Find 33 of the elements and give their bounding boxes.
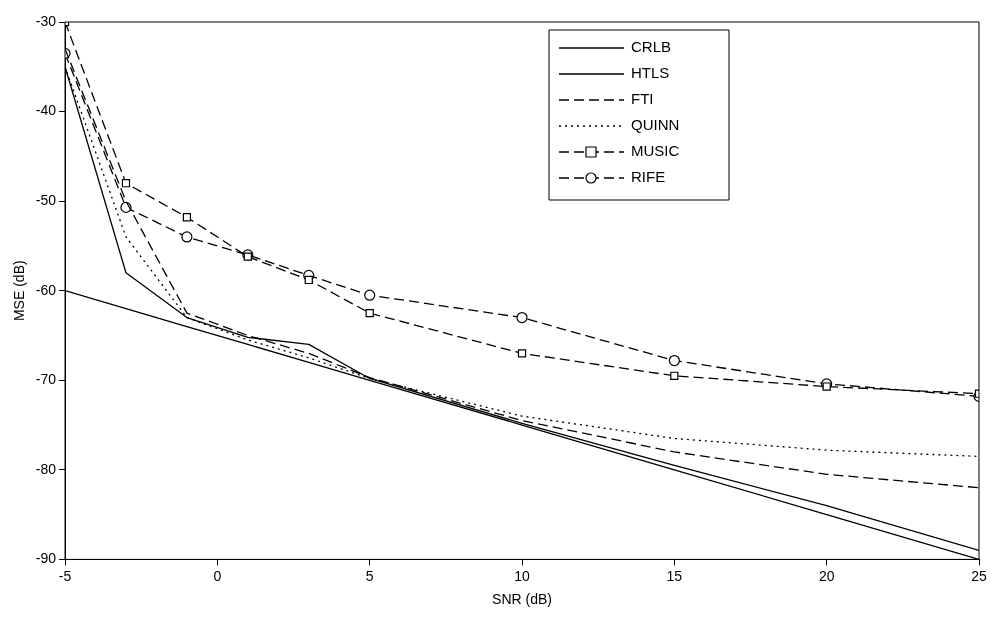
x-tick-label: 0 xyxy=(213,567,222,584)
point xyxy=(364,289,376,301)
legend-label: FTI xyxy=(631,90,654,108)
point xyxy=(668,354,680,367)
y-tick-label: -40 xyxy=(35,102,57,119)
y-axis-title: MSE (dB) xyxy=(11,260,28,322)
y-tick-label: -90 xyxy=(35,550,57,567)
legend-label: HTLS xyxy=(631,64,670,82)
x-tick-label: 10 xyxy=(514,567,531,584)
point xyxy=(517,349,527,358)
x-axis-title: SNR (dB) xyxy=(492,591,552,608)
point xyxy=(822,382,831,391)
legend-label: RIFE xyxy=(631,168,666,186)
legend-label: QUINN xyxy=(631,116,680,134)
y-tick-label: -50 xyxy=(35,191,57,208)
x-tick-label: 5 xyxy=(365,567,374,584)
point xyxy=(516,311,528,324)
legend-label: MUSIC xyxy=(631,142,680,160)
y-tick-label: -70 xyxy=(35,371,57,388)
point xyxy=(181,231,193,243)
x-tick-label: -5 xyxy=(58,567,72,584)
point xyxy=(365,308,374,318)
legend-label: CRLB xyxy=(631,38,672,56)
point xyxy=(182,213,192,222)
x-tick-label: 20 xyxy=(818,567,835,584)
y-tick-label: -60 xyxy=(35,281,57,298)
point xyxy=(304,275,313,285)
y-tick-label: -80 xyxy=(35,460,57,477)
x-tick-label: 25 xyxy=(971,567,987,584)
point xyxy=(121,179,131,188)
y-tick-label: -30 xyxy=(35,12,57,29)
x-tick-label: 15 xyxy=(666,567,683,584)
point xyxy=(670,371,679,380)
